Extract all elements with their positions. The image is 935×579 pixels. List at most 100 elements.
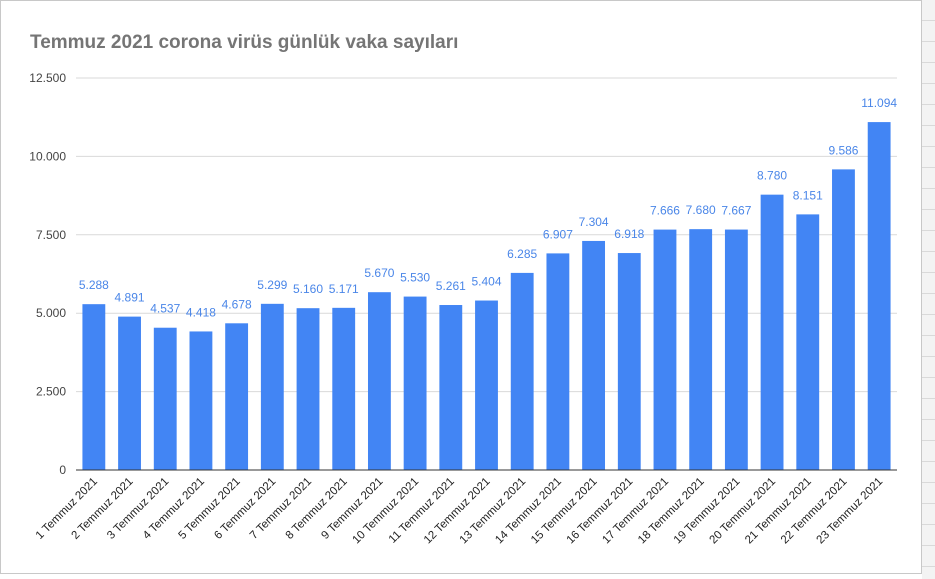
bar xyxy=(510,272,534,470)
cell-gridline xyxy=(922,314,935,315)
bar xyxy=(796,214,820,470)
y-tick-label: 5.000 xyxy=(36,306,66,320)
x-tick-label: 8 Temmuz 2021 xyxy=(284,476,350,542)
data-label: 4.418 xyxy=(186,305,216,319)
x-tick-label: 6 Temmuz 2021 xyxy=(212,476,278,542)
bar xyxy=(225,323,249,470)
x-tick-label: 23 Temmuz 2021 xyxy=(815,476,886,547)
data-label: 7.666 xyxy=(650,204,680,218)
data-label: 6.285 xyxy=(507,247,537,261)
y-axis-ticks: 0 2.500 5.000 7.500 10.000 12.500 xyxy=(29,71,66,477)
x-tick-label: 13 Temmuz 2021 xyxy=(458,476,529,547)
cell-gridline xyxy=(922,419,935,420)
cell-gridline xyxy=(922,398,935,399)
data-label: 4.678 xyxy=(222,297,252,311)
cell-gridline xyxy=(922,377,935,378)
data-label: 9.586 xyxy=(828,143,858,157)
cell-gridline xyxy=(922,146,935,147)
data-label: 5.404 xyxy=(471,275,501,289)
x-tick-label: 10 Temmuz 2021 xyxy=(351,476,422,547)
spreadsheet-edge xyxy=(922,0,935,579)
cell-gridline xyxy=(922,188,935,189)
bar xyxy=(617,253,641,470)
bar xyxy=(653,229,677,470)
data-label: 7.680 xyxy=(686,203,716,217)
cell-gridline xyxy=(922,293,935,294)
x-tick-label: 15 Temmuz 2021 xyxy=(529,476,600,547)
bar xyxy=(153,327,177,470)
x-tick-label: 14 Temmuz 2021 xyxy=(493,476,564,547)
y-tick-label: 7.500 xyxy=(36,228,66,242)
data-label: 5.299 xyxy=(257,278,287,292)
bar xyxy=(689,229,713,470)
cell-gridline xyxy=(922,104,935,105)
cell-gridline xyxy=(922,482,935,483)
cell-gridline xyxy=(922,41,935,42)
x-tick-label: 11 Temmuz 2021 xyxy=(387,476,457,546)
bar xyxy=(760,194,784,471)
data-label: 6.918 xyxy=(614,227,644,241)
x-tick-label: 4 Temmuz 2021 xyxy=(141,476,207,542)
cell-gridline xyxy=(922,167,935,168)
data-label: 7.667 xyxy=(721,204,751,218)
x-tick-label: 20 Temmuz 2021 xyxy=(707,476,778,547)
bar xyxy=(439,305,463,470)
bar xyxy=(832,169,855,470)
x-tick-label: 3 Temmuz 2021 xyxy=(105,476,171,542)
cell-gridline xyxy=(922,230,935,231)
cell-gridline xyxy=(922,335,935,336)
x-tick-label: 2 Temmuz 2021 xyxy=(69,476,135,542)
data-label: 5.288 xyxy=(79,278,109,292)
bar xyxy=(82,304,106,470)
data-label: 5.670 xyxy=(364,266,394,280)
x-tick-label: 9 Temmuz 2021 xyxy=(319,476,385,542)
cell-gridline xyxy=(922,503,935,504)
data-label: 6.907 xyxy=(543,227,573,241)
y-tick-label: 2.500 xyxy=(36,385,66,399)
bar xyxy=(582,240,606,470)
cell-gridline xyxy=(922,272,935,273)
cell-gridline xyxy=(922,461,935,462)
bar xyxy=(332,307,356,470)
x-tick-label: 5 Temmuz 2021 xyxy=(177,476,243,542)
bar xyxy=(367,292,391,470)
x-tick-label: 1 Temmuz 2021 xyxy=(34,476,100,542)
x-tick-label: 18 Temmuz 2021 xyxy=(636,476,707,547)
cell-gridline xyxy=(922,524,935,525)
bar xyxy=(189,331,213,470)
data-label: 5.171 xyxy=(329,282,359,296)
bar xyxy=(867,122,891,470)
cell-gridline xyxy=(922,356,935,357)
bar xyxy=(118,316,141,470)
bar xyxy=(296,308,320,470)
bar xyxy=(546,253,570,470)
data-label: 8.151 xyxy=(793,188,823,202)
x-tick-label: 12 Temmuz 2021 xyxy=(422,476,493,547)
cell-gridline xyxy=(922,251,935,252)
chart-title: Temmuz 2021 corona virüs günlük vaka say… xyxy=(30,32,459,53)
cell-gridline xyxy=(922,83,935,84)
cell-gridline xyxy=(922,20,935,21)
data-label: 11.094 xyxy=(861,96,897,110)
cell-gridline xyxy=(922,125,935,126)
bar xyxy=(260,303,284,470)
cell-gridline xyxy=(922,545,935,546)
data-label: 4.537 xyxy=(150,302,180,316)
x-tick-label: 7 Temmuz 2021 xyxy=(248,476,314,542)
bars xyxy=(82,122,891,471)
x-tick-label: 17 Temmuz 2021 xyxy=(600,476,671,547)
cell-gridline xyxy=(922,566,935,567)
x-tick-label: 19 Temmuz 2021 xyxy=(672,476,743,547)
x-tick-label: 22 Temmuz 2021 xyxy=(779,476,850,547)
cell-gridline xyxy=(922,62,935,63)
y-tick-label: 0 xyxy=(59,463,66,477)
bar xyxy=(475,300,498,470)
data-label: 4.891 xyxy=(115,291,145,305)
data-label: 5.261 xyxy=(436,279,466,293)
y-tick-label: 12.500 xyxy=(29,71,66,85)
cell-gridline xyxy=(922,209,935,210)
bar xyxy=(724,229,748,470)
x-tick-label: 16 Temmuz 2021 xyxy=(565,476,636,547)
